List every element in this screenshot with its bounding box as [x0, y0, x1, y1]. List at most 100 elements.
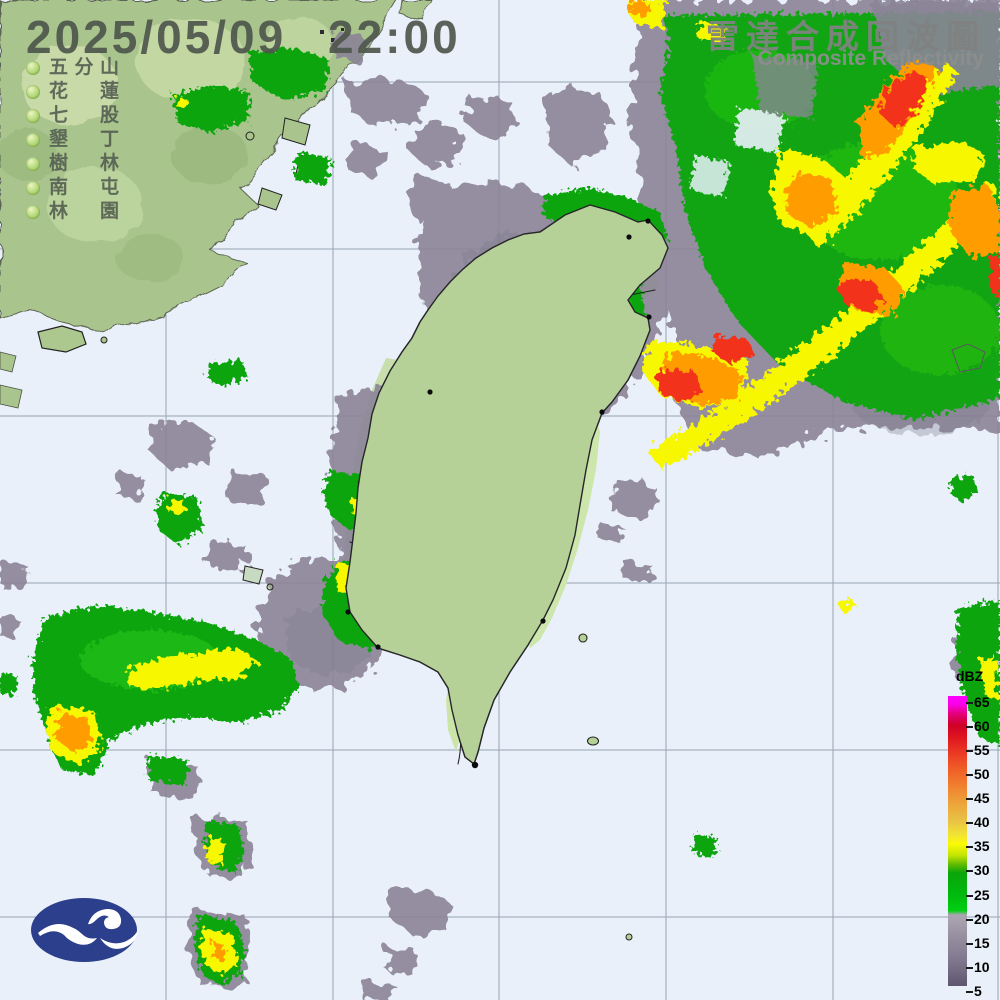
city-dot [375, 644, 381, 650]
colorbar-tick: 5 [966, 983, 1000, 999]
echo-blob [622, 562, 655, 582]
colorbar-tick: 30 [966, 862, 1000, 878]
dark-speck [331, 38, 335, 42]
echo-blob [464, 95, 516, 140]
colorbar-gradient [948, 696, 967, 986]
echo-blob [345, 78, 428, 128]
echo-cell [990, 254, 1000, 298]
echo-gap [735, 108, 785, 152]
offshore-islands [0, 28, 344, 409]
echo-cell [878, 70, 930, 128]
page-title: 雷達合成回波圖 [706, 18, 986, 55]
colorbar-tick: 45 [966, 790, 1000, 806]
echo-blob [692, 833, 718, 858]
station-name: 七股 [49, 105, 119, 126]
station-bullet-icon [26, 205, 40, 219]
city-dot [540, 618, 546, 624]
station-bullet-icon [26, 109, 40, 123]
city-dot [645, 218, 651, 224]
island-small [625, 933, 633, 941]
echo-cell [210, 942, 226, 962]
echo-blob [408, 120, 462, 170]
coast-islet [399, 0, 433, 21]
echo-blob [0, 672, 18, 696]
island [245, 131, 255, 141]
station-name: 林園 [49, 201, 119, 222]
echo-cell [698, 22, 728, 44]
echo-layer-red [421, 70, 1000, 585]
station-row: 花蓮 [26, 80, 119, 104]
colorbar-tick: 65 [966, 694, 1000, 710]
station-row: 五分山 [26, 56, 119, 80]
dark-speck [341, 28, 344, 31]
echo-cell [56, 712, 92, 752]
echo-blob [0, 614, 20, 640]
echo-blob [172, 85, 250, 132]
echo-cell [168, 498, 186, 516]
radar-station-list: 五分山 花蓮 七股 墾丁 樹林 南屯 林園 [26, 56, 119, 224]
city-dot [345, 609, 351, 615]
echo-cell [786, 172, 838, 228]
station-name: 樹林 [49, 153, 119, 174]
station-bullet-icon [26, 61, 40, 75]
echo-cell [655, 368, 702, 402]
echo-cell [712, 336, 754, 364]
echo-blob [332, 28, 368, 64]
colorbar-tick: 15 [966, 935, 1000, 951]
echo-blob [348, 140, 388, 178]
terrain-patch [0, 129, 58, 181]
echo-blob [545, 86, 612, 165]
echo-blob [950, 474, 978, 502]
timestamp: 2025/05/09 22:00 [26, 11, 461, 63]
echo-blob [360, 980, 396, 1000]
echo-blob [0, 560, 28, 590]
colorbar-tick: 55 [966, 742, 1000, 758]
echo-blob [206, 360, 248, 386]
station-bullet-icon [26, 133, 40, 147]
echo-blob [597, 522, 625, 542]
station-row: 樹林 [26, 152, 119, 176]
logo-curl [88, 909, 122, 930]
colorbar-tick: 40 [966, 814, 1000, 830]
dbz-colorbar: dBZ 65 60 55 50 45 40 35 30 25 20 15 10 … [946, 668, 1000, 1000]
colorbar-unit-label: dBZ [956, 668, 984, 684]
city-dot [471, 761, 479, 769]
echo-blob [228, 470, 268, 505]
echo-cell [948, 185, 1000, 258]
colorbar-tick: 50 [966, 766, 1000, 782]
terrain-patch [47, 167, 143, 243]
echo-cell [176, 97, 188, 110]
island [0, 351, 17, 373]
terrain-patch [172, 125, 248, 185]
echo-blob [388, 885, 452, 935]
echo-cell [980, 655, 998, 700]
island [0, 384, 23, 409]
colorbar-tick: 10 [966, 959, 1000, 975]
dark-speck [320, 30, 324, 34]
station-name: 南屯 [49, 177, 119, 198]
city-dot [646, 314, 652, 320]
station-name: 墾丁 [49, 129, 119, 150]
station-row: 墾丁 [26, 128, 119, 152]
echo-blob [148, 420, 215, 468]
colorbar-tick: 20 [966, 911, 1000, 927]
station-bullet-icon [26, 85, 40, 99]
echo-cell [912, 140, 985, 185]
logo-wave [38, 924, 97, 945]
echo-gap [690, 155, 730, 196]
echo-blob [115, 470, 145, 500]
page-subtitle: Composite Reflectivity [757, 47, 984, 70]
station-row: 南屯 [26, 176, 119, 200]
terrain-patch [116, 234, 184, 282]
terrain-patch [22, 45, 118, 125]
echo-cell [838, 598, 856, 612]
echo-blob [156, 492, 203, 545]
city-dot [427, 389, 433, 395]
weather-bureau-logo [31, 898, 138, 962]
echo-blob [404, 175, 452, 222]
island-lanyu [586, 736, 600, 746]
echo-cell [126, 648, 258, 690]
station-bullet-icon [26, 157, 40, 171]
terrain-patch [135, 18, 245, 102]
echo-blob [752, 55, 818, 118]
